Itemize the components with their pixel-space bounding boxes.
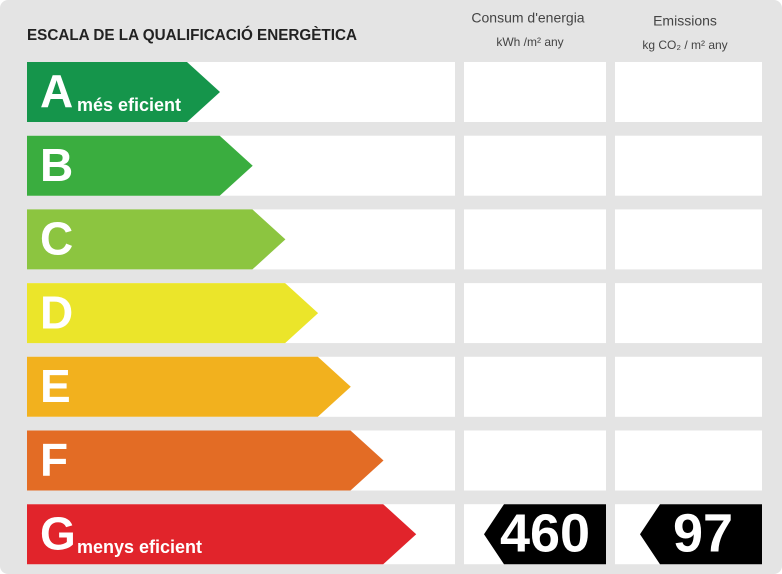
cell <box>464 356 606 417</box>
rating-arrow <box>27 135 253 196</box>
rating-letter: E <box>40 360 71 412</box>
rating-letter: D <box>40 286 73 338</box>
cell <box>615 283 762 344</box>
cell <box>615 135 762 196</box>
rating-letter: G <box>40 507 76 559</box>
cell <box>615 430 762 491</box>
value-arrow <box>640 504 762 565</box>
cell <box>464 430 606 491</box>
rating-arrow <box>27 209 286 270</box>
cell <box>464 283 606 344</box>
rating-label: més eficient <box>77 95 181 115</box>
column-title: Consum d'energia <box>471 10 584 26</box>
rating-arrow <box>27 356 351 417</box>
cell <box>615 209 762 270</box>
rating-arrow <box>27 283 319 344</box>
rating-letter: B <box>40 139 73 191</box>
value-arrow <box>484 504 606 565</box>
column-unit: kWh /m² any <box>496 35 563 49</box>
rating-letter: C <box>40 213 73 265</box>
value: 460 <box>500 503 590 563</box>
rating-letter: F <box>40 434 68 486</box>
rating-arrow <box>27 62 220 122</box>
rating-label: menys eficient <box>77 537 202 557</box>
rating-arrow <box>27 504 417 565</box>
title: ESCALA DE LA QUALIFICACIÓ ENERGÈTICA <box>27 25 357 44</box>
value: 97 <box>673 503 733 563</box>
cell <box>615 356 762 417</box>
column-title: Emissions <box>653 13 717 29</box>
column-unit: kg CO₂ / m² any <box>642 38 727 52</box>
cell <box>615 62 762 122</box>
rating-arrow <box>27 430 384 491</box>
cell <box>464 209 606 270</box>
cell <box>464 135 606 196</box>
rating-letter: A <box>40 65 73 117</box>
cell <box>464 62 606 122</box>
